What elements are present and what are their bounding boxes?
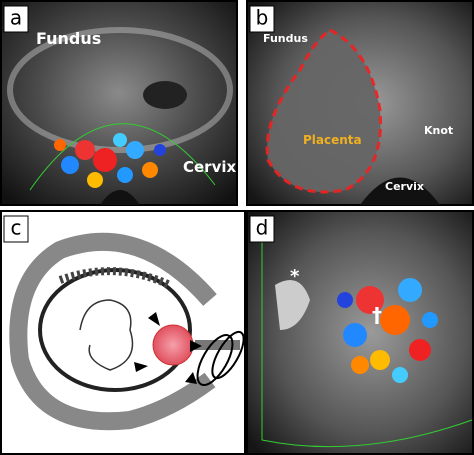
panel-label: c [11,216,22,240]
panel-label: b [256,6,269,30]
annotation: Cervix [183,158,236,176]
panel-label: a [10,6,22,30]
annotation: * [290,266,300,287]
panel-label: d [256,216,269,240]
annotation: Knot [424,124,453,137]
panel-d: d * † [246,210,474,455]
doppler-flow [54,133,166,188]
annotation: † [372,303,382,327]
panel-b: b Fundus Placenta Knot Cervix [246,0,474,206]
panel-label-box [249,215,275,243]
annotation: Placenta [303,133,362,147]
panel-c: c [0,210,246,455]
panel-label-box [249,5,275,33]
panel-a: a Fundus Cervix [0,0,238,206]
panel-label-box [3,215,29,243]
annotation: Fundus [263,32,308,45]
annotation: Cervix [385,180,424,193]
annotation: Fundus [36,29,101,48]
doppler-flow [337,278,438,383]
panel-label-box [3,5,29,33]
